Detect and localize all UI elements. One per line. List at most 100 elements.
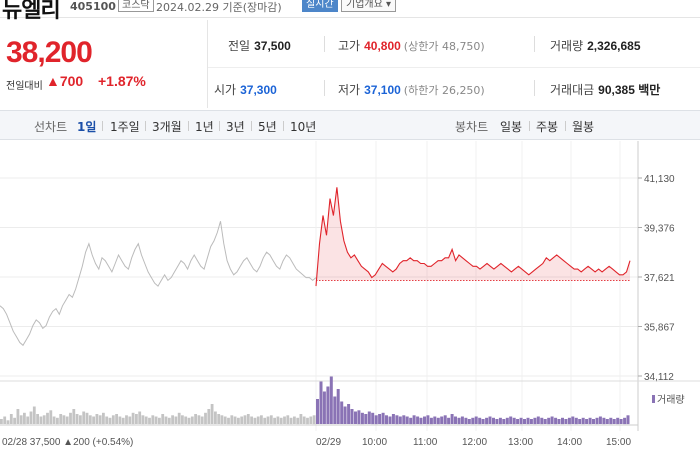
volume-bar-prev	[207, 409, 211, 424]
volume-bar-today	[443, 415, 447, 425]
volume-bar-today	[433, 416, 437, 424]
stats-row: 시가 37,300 저가 37,100 (하한가 26,250) 거래대금 90,385…	[208, 68, 700, 112]
volume-bar-prev	[237, 417, 240, 425]
volume-bar-prev	[302, 416, 306, 424]
volume-bar-today	[329, 376, 333, 424]
tab-divider	[219, 121, 220, 131]
volume-bar-today	[371, 412, 375, 425]
volume-bar-prev	[217, 414, 221, 424]
volume-bar-today	[416, 416, 420, 424]
stat-value: 40,800	[364, 39, 401, 53]
tab-weekly-candle[interactable]: 주봉	[536, 120, 559, 134]
y-tick-label: 41,130	[644, 174, 675, 185]
volume-bar-today	[322, 391, 326, 424]
stat-label: 전일	[228, 39, 251, 53]
volume-bar-today	[512, 417, 516, 425]
volume-bar-today	[409, 417, 413, 425]
tab-1w[interactable]: 1주일	[110, 120, 140, 134]
volume-bar-prev	[246, 414, 250, 424]
change-label: 전일대비	[6, 81, 43, 92]
volume-bar-today	[333, 396, 337, 424]
intraday-chart[interactable]: 41,130 39,376 37,621 35,867 34,112 02/29 10:0…	[0, 141, 700, 450]
volume-bar-prev	[279, 417, 283, 425]
volume-bar-today	[619, 419, 623, 424]
volume-bar-today	[485, 417, 489, 425]
volume-legend-swatch	[652, 395, 655, 403]
volume-bar-prev	[299, 414, 303, 424]
volume-bar-prev	[26, 416, 30, 424]
volume-bar-today	[543, 419, 547, 424]
volume-bar-prev	[23, 412, 26, 425]
volume-bar-today	[495, 419, 499, 424]
tab-1d[interactable]: 1일	[77, 120, 97, 134]
volume-bar-prev	[164, 416, 168, 424]
volume-bar-today	[471, 417, 475, 425]
volume-bar-today	[343, 406, 347, 424]
divider	[534, 36, 535, 52]
volume-bar-today	[626, 415, 630, 425]
volume-bar-prev	[233, 416, 237, 424]
volume-bar-prev	[138, 411, 142, 424]
stat-value: 37,300	[240, 83, 277, 97]
volume-bar-prev	[240, 416, 244, 424]
volume-bar-prev	[181, 415, 184, 425]
volume-bar-today	[474, 416, 478, 424]
volume-bar-today	[498, 417, 502, 425]
company-overview-button[interactable]: 기업개요 ▾	[341, 0, 396, 12]
stat-value: 90,385 백만	[598, 83, 661, 97]
volume-bar-prev	[135, 414, 138, 424]
tab-3y[interactable]: 3년	[226, 120, 245, 134]
volume-bar-prev	[190, 416, 194, 424]
volume-bar-today	[529, 419, 533, 424]
realtime-button[interactable]: 실시간	[302, 0, 338, 12]
volume-bar-today	[378, 414, 382, 424]
volume-bar-prev	[227, 417, 230, 425]
volume-bar-today	[391, 414, 395, 424]
volume-bar-prev	[111, 415, 115, 425]
volume-bar-prev	[194, 414, 197, 424]
volume-bar-prev	[223, 416, 227, 424]
volume-bar-prev	[230, 415, 234, 425]
tab-10y[interactable]: 10년	[290, 120, 317, 134]
volume-bar-prev	[125, 415, 128, 425]
volume-bar-prev	[108, 417, 112, 425]
volume-bar-prev	[46, 412, 49, 425]
stat-low: 저가 37,100 (하한가 26,250)	[338, 81, 485, 98]
candle-chart-label: 봉차트	[455, 120, 489, 134]
stat-label: 시가	[214, 83, 237, 97]
volume-bar-today	[450, 414, 454, 424]
volume-bar-prev	[144, 416, 148, 424]
volume-bar-today	[550, 416, 554, 424]
volume-bar-today	[557, 419, 561, 424]
volume-bar-prev	[273, 417, 276, 425]
stat-prev-close: 전일 37,500	[228, 37, 291, 54]
volume-bar-today	[505, 417, 509, 425]
tab-monthly-candle[interactable]: 월봉	[572, 120, 595, 134]
divider	[324, 80, 325, 96]
tab-daily-candle[interactable]: 일봉	[500, 120, 523, 134]
volume-bar-prev	[263, 417, 267, 425]
tab-divider	[102, 121, 103, 131]
volume-bar-prev	[128, 416, 132, 424]
volume-bar-today	[605, 419, 609, 424]
tab-1y[interactable]: 1년	[195, 120, 214, 134]
volume-bar-today	[616, 417, 620, 425]
volume-bar-today	[385, 415, 388, 425]
chart-svg: 41,130 39,376 37,621 35,867 34,112 02/29 10:0…	[0, 141, 700, 448]
volume-bar-prev	[148, 417, 151, 425]
tab-3m[interactable]: 3개월	[152, 120, 182, 134]
x-tick-label: 14:00	[557, 437, 582, 448]
volume-bar-prev	[56, 417, 59, 425]
volume-bar-prev	[171, 415, 174, 425]
volume-bar-today	[592, 419, 595, 424]
volume-bar-prev	[151, 415, 155, 425]
prev-day-price-line	[0, 221, 317, 347]
stat-high: 고가 40,800 (상한가 48,750)	[338, 37, 485, 54]
volume-bar-prev	[177, 412, 181, 425]
volume-bar-prev	[62, 415, 66, 425]
y-tick-label: 34,112	[644, 372, 674, 383]
tab-5y[interactable]: 5년	[258, 120, 277, 134]
volume-bar-prev	[187, 417, 191, 425]
volume-bar-today	[440, 416, 444, 424]
stat-volume: 거래량 2,326,685	[550, 37, 641, 54]
